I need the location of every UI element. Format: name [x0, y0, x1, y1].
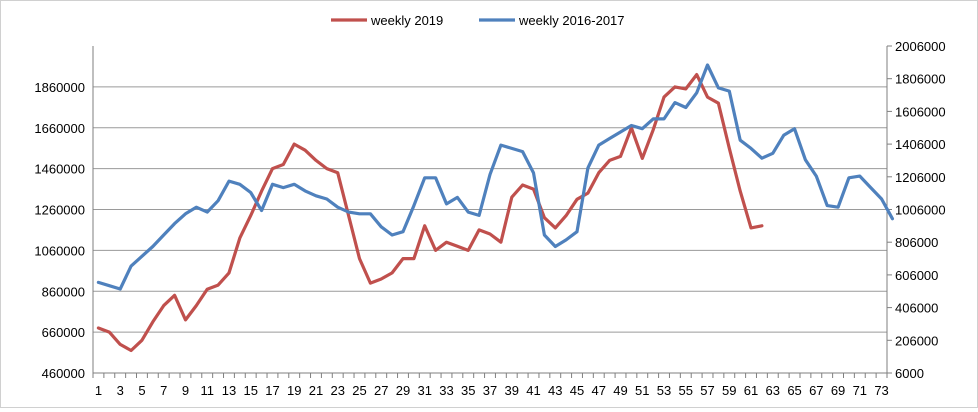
series-line-weekly-2016-2017: [96, 63, 895, 291]
x-tick-label: 37: [483, 383, 497, 398]
x-tick-label: 47: [592, 383, 606, 398]
x-tick-label: 15: [243, 383, 257, 398]
x-tick-label: 63: [766, 383, 780, 398]
series-layer: [96, 63, 895, 353]
right-tick-label: 206000: [895, 333, 938, 348]
left-tick-label: 660000: [42, 325, 85, 340]
x-tick-label: 55: [679, 383, 693, 398]
right-tick-label: 1406000: [895, 137, 946, 152]
x-tick-label: 67: [809, 383, 823, 398]
x-tick-label: 17: [265, 383, 279, 398]
left-tick-label: 1660000: [34, 121, 85, 136]
x-tick-label: 21: [309, 383, 323, 398]
x-tick-label: 39: [505, 383, 519, 398]
left-tick-label: 860000: [42, 284, 85, 299]
x-tick-label: 59: [722, 383, 736, 398]
x-tick-label: 65: [787, 383, 801, 398]
right-tick-label: 606000: [895, 268, 938, 283]
x-tick-label: 35: [461, 383, 475, 398]
legend-label: weekly 2016-2017: [518, 13, 625, 28]
series-line-weekly-2019: [96, 72, 764, 353]
x-tick-label: 29: [396, 383, 410, 398]
x-tick-label: 69: [831, 383, 845, 398]
x-axis-ticks: 1 3 5 7 9 11 13 15 17 19 21 23 25 27 29 31 33 35 37 39 41 43 4…: [92, 373, 889, 398]
legend-label: weekly 2019: [370, 13, 443, 28]
x-tick-label: 43: [548, 383, 562, 398]
x-tick-label: 31: [418, 383, 432, 398]
left-tick-label: 1260000: [34, 203, 85, 218]
right-tick-label: 2006000: [895, 39, 946, 54]
x-tick-label: 3: [117, 383, 124, 398]
x-tick-label: 49: [613, 383, 627, 398]
x-tick-label: 71: [853, 383, 867, 398]
x-tick-label: 19: [287, 383, 301, 398]
left-axis-ticks: 460000 660000 860000 1060000 1260000 1460000 1…: [34, 80, 85, 381]
x-tick-label: 13: [222, 383, 236, 398]
right-tick-label: 6000: [895, 366, 924, 381]
x-tick-label: 25: [352, 383, 366, 398]
legend: weekly 2019 weekly 2016-2017: [331, 13, 625, 28]
x-tick-label: 73: [874, 383, 888, 398]
gridlines: [93, 86, 887, 333]
x-tick-label: 33: [439, 383, 453, 398]
left-tick-label: 1460000: [34, 162, 85, 177]
left-tick-label: 1860000: [34, 80, 85, 95]
x-tick-label: 23: [330, 383, 344, 398]
left-tick-label: 1060000: [34, 243, 85, 258]
x-tick-label: 53: [657, 383, 671, 398]
right-tick-label: 1006000: [895, 203, 946, 218]
right-tick-label: 806000: [895, 235, 938, 250]
right-axis-ticks: 6000 206000 406000 606000 806000 1006000 12060…: [887, 39, 946, 381]
x-tick-label: 45: [570, 383, 584, 398]
x-tick-label: 5: [138, 383, 145, 398]
right-tick-label: 406000: [895, 301, 938, 316]
x-tick-label: 51: [635, 383, 649, 398]
x-tick-label: 41: [526, 383, 540, 398]
right-tick-label: 1606000: [895, 104, 946, 119]
left-tick-label: 460000: [42, 366, 85, 381]
x-tick-label: 9: [182, 383, 189, 398]
x-tick-label: 1: [95, 383, 102, 398]
x-tick-label: 57: [700, 383, 714, 398]
x-tick-label: 61: [744, 383, 758, 398]
right-tick-label: 1806000: [895, 72, 946, 87]
right-tick-label: 1206000: [895, 170, 946, 185]
x-tick-label: 27: [374, 383, 388, 398]
x-tick-label: 11: [200, 383, 214, 398]
x-tick-label: 7: [160, 383, 167, 398]
